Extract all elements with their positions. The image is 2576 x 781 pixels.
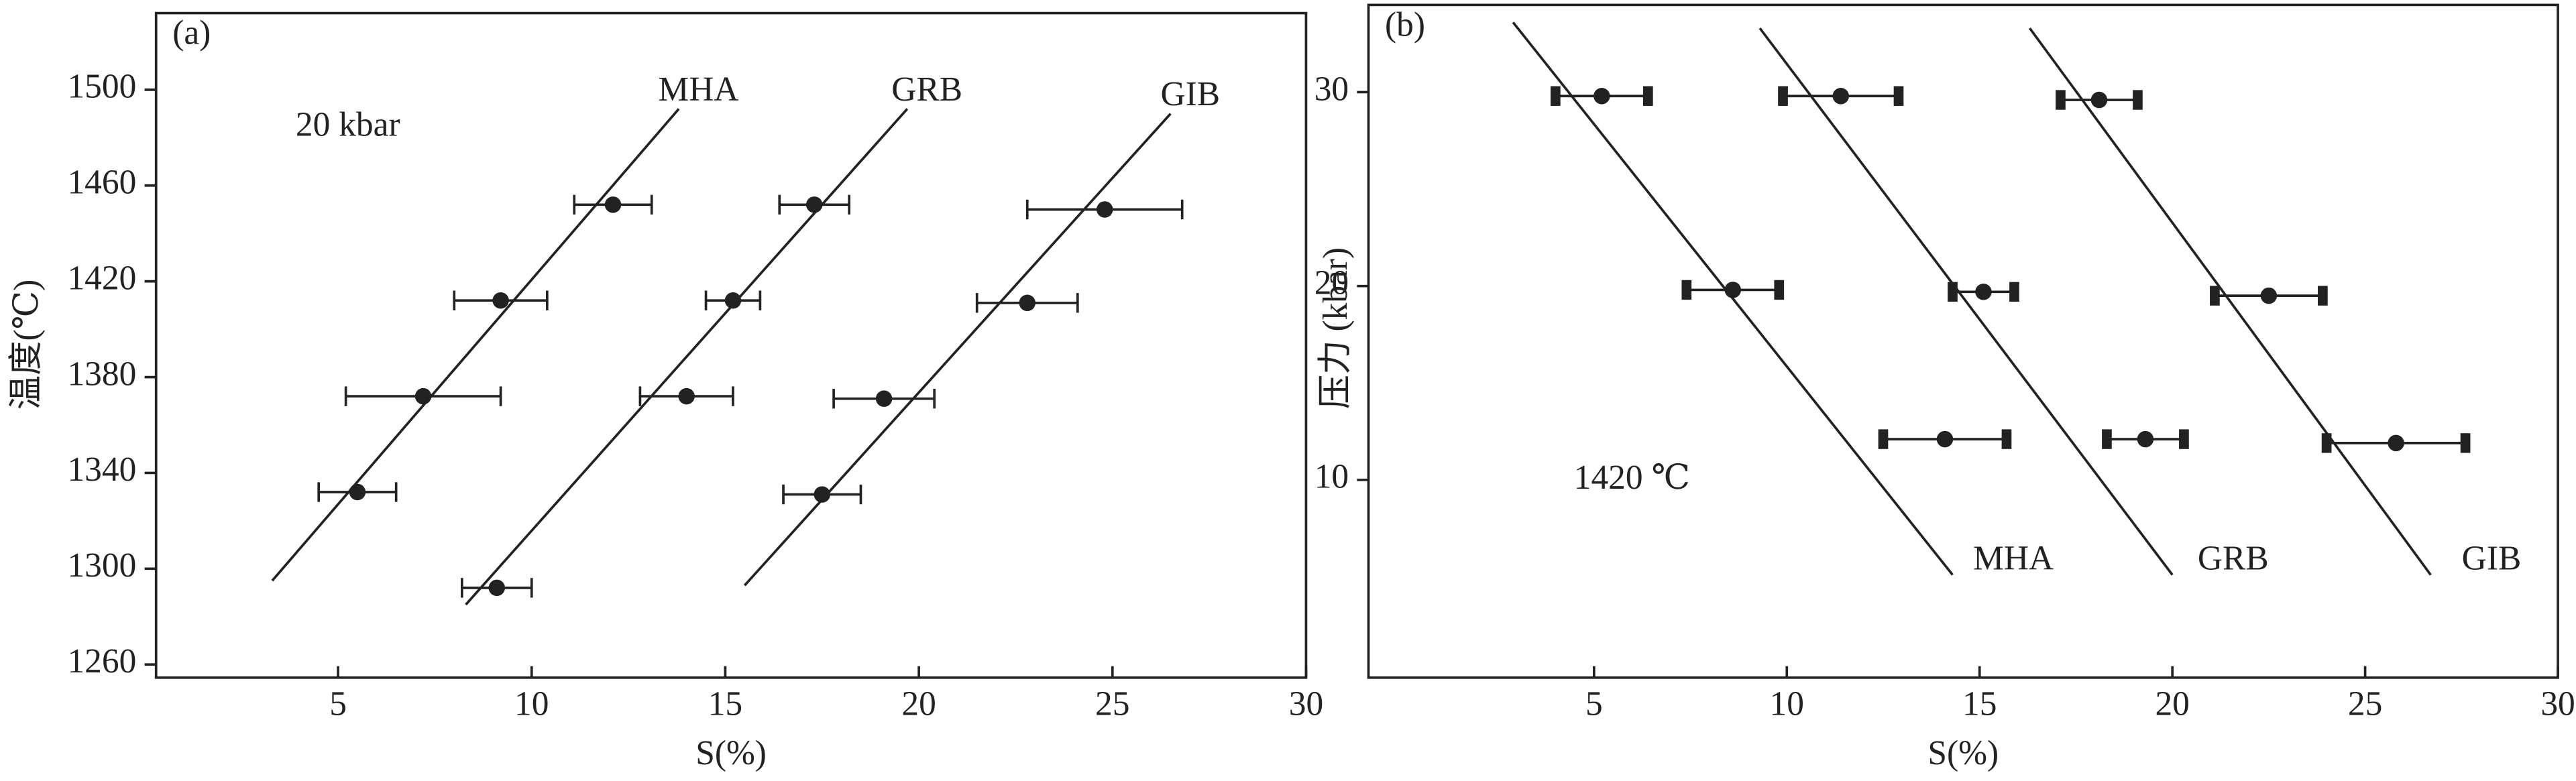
data-point (1593, 88, 1610, 105)
x-tick-label: 15 (1962, 685, 1997, 723)
x-tick-label: 30 (2540, 685, 2575, 723)
annotation: 1420 ℃ (1574, 459, 1690, 497)
y-axis-label: 压力 (kbar) (1317, 247, 1355, 409)
error-bar-part (2133, 90, 2143, 110)
error-bar-part (2210, 286, 2220, 306)
plot-frame (1367, 3, 2559, 679)
fit-line (743, 113, 1172, 587)
data-point (414, 387, 432, 405)
error-bar-part (2318, 286, 2328, 306)
fit-line (465, 108, 909, 606)
data-point (2260, 287, 2278, 304)
y-tick-label: 1340 (67, 450, 136, 489)
y-tick-label: 1500 (67, 68, 136, 106)
y-axis-label: 温度(℃) (7, 280, 46, 410)
data-point (814, 486, 831, 503)
data-point (2090, 91, 2108, 109)
y-tick-label: 1380 (67, 355, 136, 393)
error-bar-part (2460, 433, 2471, 453)
error-bar-part (1948, 282, 1958, 302)
series-label: MHA (1973, 540, 2054, 578)
error-bar-part (2001, 429, 2012, 449)
data-point (604, 196, 622, 213)
x-tick-label: 20 (2155, 685, 2189, 723)
fit-line (1512, 21, 1954, 576)
error-bar-part (1878, 429, 1889, 449)
series-label: GIB (1160, 75, 1220, 113)
series-label: GRB (2198, 540, 2269, 578)
plot-frame (154, 11, 1308, 679)
error-bar-part (1551, 86, 1561, 106)
y-tick-label: 10 (1314, 458, 1349, 496)
x-tick-label: 20 (901, 685, 936, 723)
y-tick-label: 1300 (67, 546, 136, 585)
error-bar-part (2321, 433, 2332, 453)
y-tick-label: 1260 (67, 642, 136, 680)
y-tick-label: 20 (1314, 263, 1349, 302)
series-label: GRB (891, 70, 962, 109)
y-tick-label: 30 (1314, 70, 1349, 108)
error-bar-part (1778, 86, 1788, 106)
x-axis-label: S(%) (1927, 734, 1999, 772)
data-point (1975, 284, 1992, 300)
x-tick-label: 5 (1585, 685, 1603, 723)
x-tick-label: 30 (1289, 685, 1323, 723)
error-bar-part (1681, 280, 1692, 300)
error-bar-part (2056, 90, 2066, 110)
data-point (1096, 201, 1113, 218)
y-tick-label: 1460 (67, 164, 136, 202)
data-point (875, 390, 893, 407)
panel-label: (b) (1385, 5, 1425, 44)
error-bar (2102, 429, 2189, 449)
x-tick-label: 25 (2348, 685, 2382, 723)
annotation: 20 kbar (296, 106, 400, 144)
x-axis-label: S(%) (695, 734, 767, 772)
error-bar-part (2179, 429, 2189, 449)
x-tick-label: 10 (1770, 685, 1804, 723)
fit-line (2028, 27, 2432, 576)
data-point (724, 292, 742, 309)
data-point (1832, 88, 1850, 105)
fit-line (271, 108, 680, 582)
y-tick-label: 1420 (67, 259, 136, 297)
error-bar-part (1774, 280, 1785, 300)
x-tick-label: 15 (708, 685, 742, 723)
data-point (678, 387, 695, 405)
data-point (2388, 434, 2404, 452)
data-point (349, 483, 366, 501)
data-point (492, 292, 509, 309)
error-bar-part (2009, 282, 2019, 302)
x-tick-label: 25 (1095, 685, 1129, 723)
panel-label: (a) (172, 14, 211, 52)
data-point (1724, 282, 1742, 298)
error-bar-part (1642, 86, 1653, 106)
x-tick-label: 5 (329, 685, 347, 723)
data-point (488, 579, 506, 597)
data-point (1936, 430, 1954, 448)
data-point (1019, 294, 1036, 312)
fit-line (1758, 27, 2174, 576)
series-label: MHA (659, 70, 739, 109)
error-bar-part (2102, 429, 2112, 449)
data-point (2137, 430, 2154, 448)
x-tick-label: 10 (514, 685, 549, 723)
error-bar-part (1893, 86, 1904, 106)
series-label: GIB (2462, 540, 2522, 578)
data-point (805, 196, 823, 213)
